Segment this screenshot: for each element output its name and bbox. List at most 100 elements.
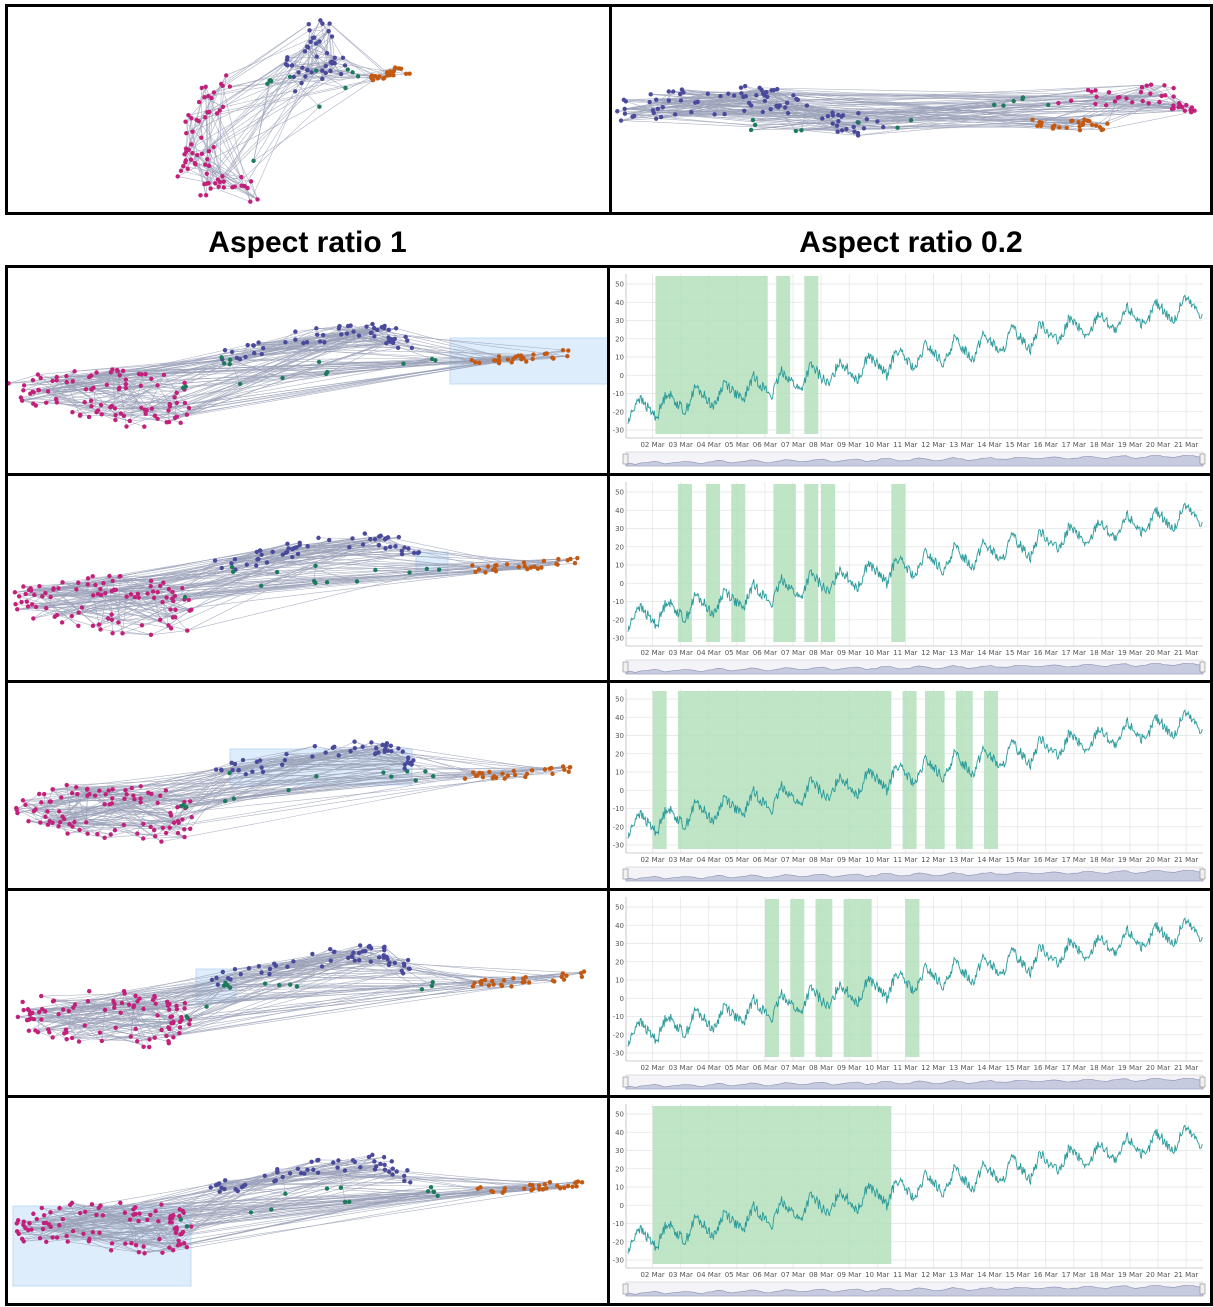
graph-node-green[interactable]: [433, 358, 438, 363]
graph-node-orange[interactable]: [391, 68, 397, 74]
graph-node-magenta[interactable]: [59, 795, 64, 800]
graph-node-purple[interactable]: [300, 65, 305, 70]
graph-node-magenta[interactable]: [1085, 87, 1091, 93]
graph-node-purple[interactable]: [825, 114, 831, 119]
graph-node-magenta[interactable]: [198, 193, 203, 198]
graph-node-magenta[interactable]: [97, 1230, 102, 1235]
graph-node-green[interactable]: [345, 67, 351, 72]
graph-node-magenta[interactable]: [123, 787, 128, 793]
graph-node-magenta[interactable]: [60, 1216, 66, 1222]
graph-node-orange[interactable]: [1085, 118, 1090, 124]
graph-node-purple[interactable]: [347, 544, 352, 549]
graph-node-magenta[interactable]: [161, 580, 166, 585]
graph-node-magenta[interactable]: [112, 406, 118, 411]
graph-node-magenta[interactable]: [193, 162, 198, 167]
graph-node-magenta[interactable]: [110, 367, 115, 372]
graph-node-purple[interactable]: [236, 768, 241, 773]
graph-node-purple[interactable]: [259, 765, 264, 770]
graph-node-magenta[interactable]: [138, 784, 143, 789]
graph-node-orange[interactable]: [550, 977, 556, 983]
graph-node-orange[interactable]: [522, 563, 527, 568]
graph-node-magenta[interactable]: [112, 1001, 117, 1006]
graph-node-orange[interactable]: [501, 977, 507, 983]
graph-node-orange[interactable]: [572, 560, 578, 565]
graph-node-magenta[interactable]: [190, 129, 195, 134]
graph-node-purple[interactable]: [285, 63, 290, 68]
graph-node-magenta[interactable]: [118, 1010, 123, 1015]
graph-node-purple[interactable]: [283, 550, 289, 555]
graph-node-magenta[interactable]: [182, 400, 188, 406]
graph-node-orange[interactable]: [475, 1186, 480, 1191]
graph-node-orange[interactable]: [487, 769, 492, 775]
graph-node-magenta[interactable]: [54, 1235, 60, 1240]
graph-node-purple[interactable]: [384, 954, 389, 959]
graph-node-magenta[interactable]: [85, 831, 90, 836]
graph-node-purple[interactable]: [621, 97, 627, 103]
graph-node-magenta[interactable]: [148, 824, 153, 830]
graph-node-magenta[interactable]: [143, 372, 148, 377]
graph-node-purple[interactable]: [406, 755, 411, 760]
graph-node-magenta[interactable]: [186, 597, 192, 602]
graph-node-magenta[interactable]: [113, 412, 118, 418]
graph-node-orange[interactable]: [1057, 125, 1062, 130]
graph-node-magenta[interactable]: [164, 420, 169, 425]
graph-node-magenta[interactable]: [185, 166, 190, 171]
graph-node-magenta[interactable]: [19, 599, 24, 604]
graph-node-magenta[interactable]: [34, 1216, 39, 1222]
graph-node-magenta[interactable]: [116, 619, 121, 625]
graph-node-magenta[interactable]: [175, 805, 180, 810]
graph-node-purple[interactable]: [784, 100, 790, 106]
graph-node-purple[interactable]: [270, 549, 275, 554]
graph-node-magenta[interactable]: [151, 595, 157, 600]
graph-node-magenta[interactable]: [21, 583, 26, 589]
graph-node-magenta[interactable]: [227, 84, 233, 89]
graph-node-magenta[interactable]: [189, 606, 194, 612]
graph-node-purple[interactable]: [225, 975, 231, 980]
graph-node-magenta[interactable]: [127, 418, 132, 424]
graph-node-magenta[interactable]: [133, 993, 138, 998]
graph-node-green[interactable]: [895, 125, 900, 130]
graph-node-magenta[interactable]: [217, 108, 222, 113]
graph-node-magenta[interactable]: [43, 590, 48, 595]
graph-node-orange[interactable]: [549, 765, 554, 771]
graph-node-magenta[interactable]: [183, 119, 188, 124]
graph-node-magenta[interactable]: [151, 827, 157, 833]
graph-node-purple[interactable]: [305, 67, 310, 73]
graph-node-magenta[interactable]: [112, 828, 118, 833]
graph-node-magenta[interactable]: [99, 1038, 105, 1043]
graph-node-orange[interactable]: [520, 355, 525, 360]
graph-node-green[interactable]: [313, 563, 318, 568]
graph-node-magenta[interactable]: [39, 993, 44, 998]
graph-node-orange[interactable]: [562, 1185, 567, 1190]
graph-node-orange[interactable]: [532, 563, 537, 569]
graph-node-magenta[interactable]: [1138, 89, 1144, 95]
graph-node-orange[interactable]: [480, 771, 485, 776]
graph-node-magenta[interactable]: [57, 1205, 62, 1211]
graph-node-magenta[interactable]: [13, 601, 18, 606]
graph-node-magenta[interactable]: [113, 417, 118, 423]
graph-node-magenta[interactable]: [20, 798, 26, 803]
graph-node-magenta[interactable]: [187, 826, 193, 831]
graph-node-orange[interactable]: [542, 1182, 548, 1187]
graph-node-orange[interactable]: [1077, 128, 1083, 133]
graph-node-magenta[interactable]: [68, 1202, 73, 1208]
graph-node-magenta[interactable]: [141, 1006, 146, 1011]
graph-node-magenta[interactable]: [155, 383, 160, 388]
graph-node-magenta[interactable]: [171, 1019, 176, 1024]
graph-node-magenta[interactable]: [141, 1044, 146, 1049]
graph-node-purple[interactable]: [307, 28, 312, 33]
graph-node-orange[interactable]: [1105, 121, 1110, 126]
graph-node-orange[interactable]: [375, 76, 380, 81]
graph-node-purple[interactable]: [254, 562, 259, 568]
graph-node-magenta[interactable]: [64, 782, 69, 788]
graph-node-orange[interactable]: [550, 771, 555, 777]
graph-node-magenta[interactable]: [206, 148, 212, 154]
graph-node-green[interactable]: [223, 979, 228, 985]
graph-node-green[interactable]: [184, 805, 189, 810]
graph-node-green[interactable]: [389, 774, 394, 779]
graph-node-orange[interactable]: [482, 977, 488, 982]
graph-node-purple[interactable]: [376, 750, 381, 755]
graph-node-purple[interactable]: [285, 964, 290, 969]
graph-node-purple[interactable]: [388, 743, 394, 748]
graph-node-purple[interactable]: [357, 957, 362, 962]
